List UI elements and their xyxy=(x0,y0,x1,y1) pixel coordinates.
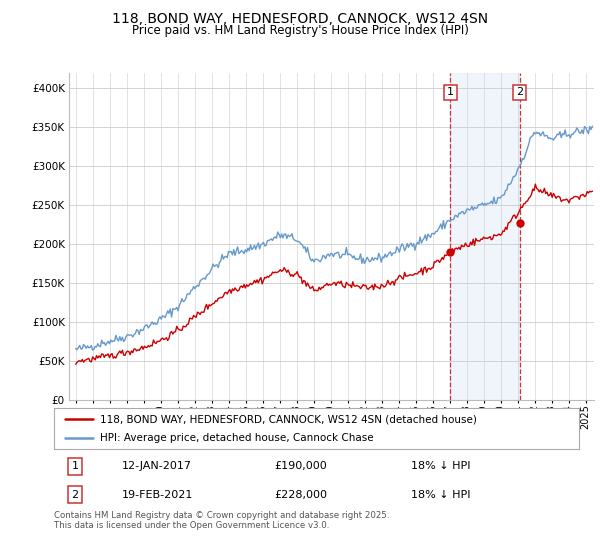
Text: £228,000: £228,000 xyxy=(275,490,328,500)
Text: 118, BOND WAY, HEDNESFORD, CANNOCK, WS12 4SN: 118, BOND WAY, HEDNESFORD, CANNOCK, WS12… xyxy=(112,12,488,26)
Text: Contains HM Land Registry data © Crown copyright and database right 2025.
This d: Contains HM Land Registry data © Crown c… xyxy=(54,511,389,530)
Text: 18% ↓ HPI: 18% ↓ HPI xyxy=(411,461,470,471)
Text: 2: 2 xyxy=(516,87,523,97)
Text: £190,000: £190,000 xyxy=(275,461,327,471)
Text: HPI: Average price, detached house, Cannock Chase: HPI: Average price, detached house, Cann… xyxy=(100,433,374,443)
Text: 12-JAN-2017: 12-JAN-2017 xyxy=(122,461,192,471)
Text: 2: 2 xyxy=(71,490,79,500)
Bar xyxy=(450,73,520,400)
Text: 1: 1 xyxy=(71,461,79,471)
Text: 1: 1 xyxy=(447,87,454,97)
Text: 18% ↓ HPI: 18% ↓ HPI xyxy=(411,490,470,500)
Text: 118, BOND WAY, HEDNESFORD, CANNOCK, WS12 4SN (detached house): 118, BOND WAY, HEDNESFORD, CANNOCK, WS12… xyxy=(100,414,477,424)
Text: 19-FEB-2021: 19-FEB-2021 xyxy=(122,490,194,500)
Text: Price paid vs. HM Land Registry's House Price Index (HPI): Price paid vs. HM Land Registry's House … xyxy=(131,24,469,36)
